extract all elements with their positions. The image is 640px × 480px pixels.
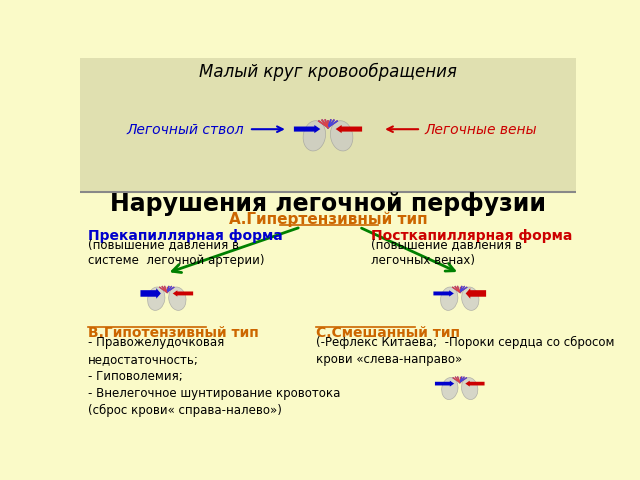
Text: А.Гипертензивный тип: А.Гипертензивный тип bbox=[228, 212, 428, 227]
FancyArrow shape bbox=[435, 381, 454, 386]
Ellipse shape bbox=[148, 287, 165, 311]
Text: Легочный ствол: Легочный ствол bbox=[127, 122, 244, 136]
FancyArrow shape bbox=[294, 125, 321, 133]
FancyArrow shape bbox=[335, 125, 362, 133]
Text: Легочные вены: Легочные вены bbox=[425, 122, 538, 136]
Ellipse shape bbox=[440, 287, 458, 311]
Text: (-Рефлекс Китаева;  -Пороки сердца со сбросом
крови «слева-направо»: (-Рефлекс Китаева; -Пороки сердца со сбр… bbox=[316, 336, 615, 366]
FancyArrow shape bbox=[433, 290, 454, 297]
Ellipse shape bbox=[442, 378, 458, 399]
Text: (повышение давления в
легочных венах): (повышение давления в легочных венах) bbox=[371, 239, 522, 266]
Text: С.Смешанный тип: С.Смешанный тип bbox=[316, 325, 460, 339]
Text: Малый круг кровообращения: Малый круг кровообращения bbox=[199, 62, 457, 81]
Text: - Правожелудочковая
недостаточность;
- Гиповолемия;
- Внелегочное шунтирование к: - Правожелудочковая недостаточность; - Г… bbox=[88, 336, 340, 418]
Text: Прекапиллярная форма: Прекапиллярная форма bbox=[88, 228, 282, 242]
Ellipse shape bbox=[169, 287, 186, 311]
Ellipse shape bbox=[461, 287, 479, 311]
Ellipse shape bbox=[461, 378, 478, 399]
FancyArrow shape bbox=[173, 290, 193, 297]
Ellipse shape bbox=[330, 120, 353, 151]
Ellipse shape bbox=[303, 120, 326, 151]
FancyArrow shape bbox=[466, 288, 486, 299]
FancyArrow shape bbox=[465, 381, 484, 386]
FancyBboxPatch shape bbox=[80, 58, 576, 192]
Text: Посткапиллярная форма: Посткапиллярная форма bbox=[371, 228, 572, 242]
Text: (повышение давления в
системе  легочной артерии): (повышение давления в системе легочной а… bbox=[88, 239, 264, 266]
FancyArrow shape bbox=[140, 288, 161, 299]
Text: Нарушения легочной перфузии: Нарушения легочной перфузии bbox=[110, 192, 546, 216]
Text: В.Гипотензивный тип: В.Гипотензивный тип bbox=[88, 325, 259, 339]
